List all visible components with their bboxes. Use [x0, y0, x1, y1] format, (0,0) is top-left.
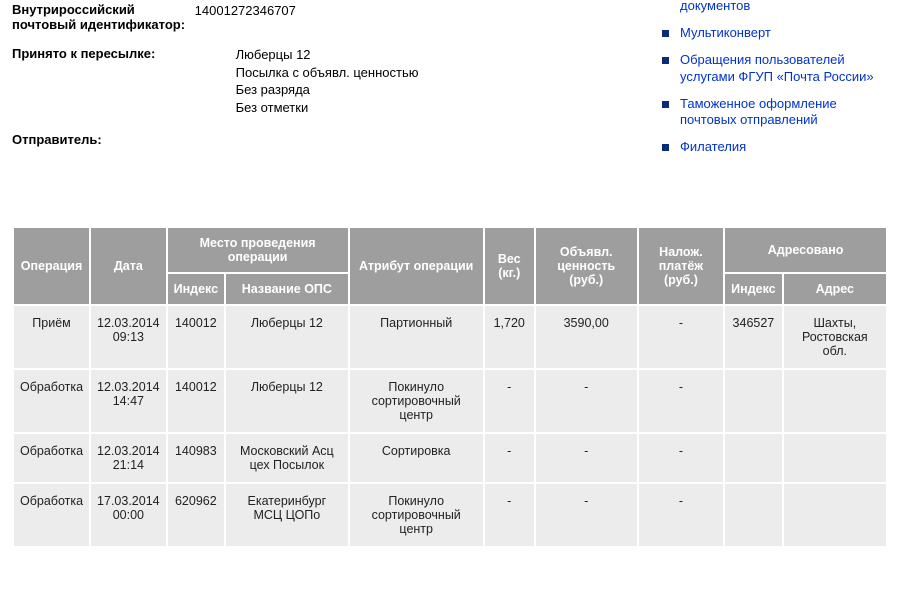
cell-weight: -	[485, 484, 534, 546]
cell-cod: -	[639, 484, 723, 546]
table-row: Обработка17.03.2014 00:00620962Екатеринб…	[14, 484, 886, 546]
accepted-line: Посылка с объявл. ценностью	[236, 64, 419, 82]
cell-aaddr: Шахты, Ростовская обл.	[784, 306, 886, 368]
cell-aidx	[725, 434, 781, 482]
accepted-line: Люберцы 12	[236, 46, 419, 64]
postal-id-label-line2: почтовый идентификатор:	[12, 17, 185, 32]
cell-pidx: 140012	[168, 370, 224, 432]
cell-date: 17.03.2014 00:00	[91, 484, 166, 546]
th-value: Объявл. ценность (руб.)	[536, 228, 637, 304]
cell-aidx: 346527	[725, 306, 781, 368]
cell-val: -	[536, 434, 637, 482]
cell-pname: Люберцы 12	[226, 370, 348, 432]
th-addr-group: Адресовано	[725, 228, 886, 272]
cell-attr: Покинуло сортировочный центр	[350, 370, 483, 432]
cell-op: Приём	[14, 306, 89, 368]
cell-weight: -	[485, 370, 534, 432]
cell-date: 12.03.2014 14:47	[91, 370, 166, 432]
table-row: Обработка12.03.2014 14:47140012Люберцы 1…	[14, 370, 886, 432]
th-date: Дата	[91, 228, 166, 304]
parcel-info: Внутрироссийский почтовый идентификатор:…	[12, 0, 658, 166]
accepted-lines: Люберцы 12 Посылка с объявл. ценностью Б…	[236, 46, 419, 116]
th-cod: Налож. платёж (руб.)	[639, 228, 723, 304]
cell-aidx	[725, 370, 781, 432]
sidebar-link-customs[interactable]: Таможенное оформление почтовых отправлен…	[680, 96, 837, 128]
cell-aaddr	[784, 484, 886, 546]
cell-op: Обработка	[14, 434, 89, 482]
sender-label: Отправитель:	[12, 132, 102, 147]
cell-attr: Партионный	[350, 306, 483, 368]
postal-id-value: 14001272346707	[195, 2, 296, 20]
accepted-line: Без отметки	[236, 99, 419, 117]
th-addr-index: Индекс	[725, 274, 781, 304]
th-place-group: Место проведения операции	[168, 228, 348, 272]
cell-pname: Екатеринбург МСЦ ЦОПо	[226, 484, 348, 546]
th-operation: Операция	[14, 228, 89, 304]
sidebar-link-multikonvert[interactable]: Мультиконверт	[680, 25, 771, 40]
accepted-line: Без разряда	[236, 81, 419, 99]
cell-weight: -	[485, 434, 534, 482]
postal-id-label: Внутрироссийский почтовый идентификатор:	[12, 2, 185, 32]
table-row: Обработка12.03.2014 21:14140983Московски…	[14, 434, 886, 482]
cell-date: 12.03.2014 09:13	[91, 306, 166, 368]
th-place-index: Индекс	[168, 274, 224, 304]
cell-aidx	[725, 484, 781, 546]
postal-id-label-line1: Внутрироссийский	[12, 2, 135, 17]
cell-pidx: 620962	[168, 484, 224, 546]
cell-attr: Покинуло сортировочный центр	[350, 484, 483, 546]
cell-weight: 1,720	[485, 306, 534, 368]
th-weight: Вес (кг.)	[485, 228, 534, 304]
cell-aaddr	[784, 370, 886, 432]
cell-op: Обработка	[14, 370, 89, 432]
cell-cod: -	[639, 434, 723, 482]
cell-attr: Сортировка	[350, 434, 483, 482]
cell-date: 12.03.2014 21:14	[91, 434, 166, 482]
cell-aaddr	[784, 434, 886, 482]
sidebar-link-appeals[interactable]: Обращения пользователей услугами ФГУП «П…	[680, 52, 874, 84]
cell-pidx: 140983	[168, 434, 224, 482]
cell-cod: -	[639, 306, 723, 368]
cell-pidx: 140012	[168, 306, 224, 368]
accepted-label: Принято к пересылке:	[12, 46, 232, 61]
cell-cod: -	[639, 370, 723, 432]
sidebar-link-documents[interactable]: документов	[680, 0, 750, 13]
cell-pname: Московский Асц цех Посылок	[226, 434, 348, 482]
th-attribute: Атрибут операции	[350, 228, 483, 304]
sidebar-links: документов Мультиконверт Обращения польз…	[658, 0, 888, 166]
cell-val: -	[536, 370, 637, 432]
th-addr-addr: Адрес	[784, 274, 886, 304]
cell-val: -	[536, 484, 637, 546]
cell-val: 3590,00	[536, 306, 637, 368]
table-row: Приём12.03.2014 09:13140012Люберцы 12Пар…	[14, 306, 886, 368]
tracking-table: Операция Дата Место проведения операции …	[12, 226, 888, 548]
cell-pname: Люберцы 12	[226, 306, 348, 368]
th-place-name: Название ОПС	[226, 274, 348, 304]
sidebar-link-philately[interactable]: Филателия	[680, 139, 746, 154]
cell-op: Обработка	[14, 484, 89, 546]
